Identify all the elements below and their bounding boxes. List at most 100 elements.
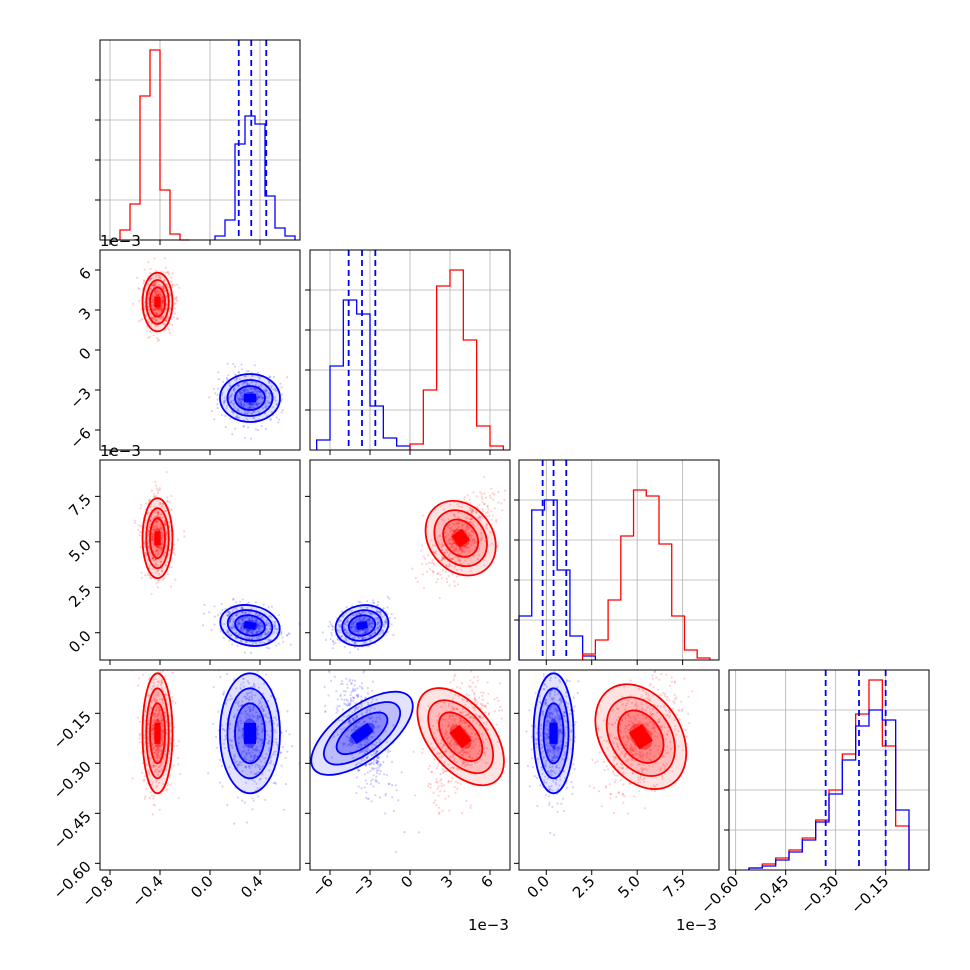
scatter-point (463, 765, 467, 768)
scatter-point (248, 628, 251, 632)
scatter-point (225, 376, 229, 380)
scatter-point (153, 257, 156, 260)
scatter-point (268, 396, 271, 399)
scatter-point (476, 517, 480, 521)
contour-line (442, 518, 480, 558)
scatter-point (466, 510, 470, 513)
scatter-point (228, 382, 231, 385)
scatter-point (154, 715, 157, 718)
scatter-point (147, 321, 150, 324)
scatter-point (160, 309, 163, 312)
scatter-point (236, 621, 239, 624)
scatter-point (266, 405, 269, 408)
scatter-contents (133, 471, 300, 655)
scatter-point (134, 521, 137, 524)
scatter-point (367, 622, 370, 625)
scatter-point (131, 777, 134, 780)
scatter-point (256, 404, 259, 407)
scatter-point (413, 794, 417, 797)
scatter-point (142, 279, 145, 282)
scatter-point (250, 696, 253, 699)
scatter-point (441, 809, 444, 813)
scatter-point (246, 629, 249, 632)
scatter-point (219, 612, 222, 615)
scatter-point (362, 618, 365, 621)
scatter-point (161, 534, 164, 537)
scatter-point (436, 536, 439, 539)
scatter-point (446, 731, 449, 734)
scatter-point (245, 629, 248, 632)
scatter-point (208, 611, 211, 614)
contour-line (145, 507, 170, 570)
scatter-point (437, 794, 440, 797)
scatter-point (240, 607, 243, 610)
scatter-point (157, 581, 160, 584)
scatter-point (444, 570, 447, 574)
scatter-point (162, 285, 165, 289)
scatter-point (264, 402, 267, 405)
scatter-point (255, 773, 258, 776)
density-peak (244, 722, 256, 744)
scatter-point (369, 612, 372, 615)
scatter-point (368, 619, 371, 622)
scatter-point (230, 395, 233, 398)
scatter-point (440, 756, 443, 759)
scatter-point (350, 626, 353, 629)
scatter-point (152, 764, 156, 767)
scatter-point (374, 628, 377, 632)
scatter-point (154, 308, 157, 311)
scatter-point (269, 376, 272, 379)
scatter-point (489, 494, 492, 497)
scatter-point (208, 396, 211, 399)
scatter-point (469, 507, 472, 510)
scatter-point (351, 623, 354, 626)
scatter-point (246, 692, 249, 695)
scatter-point (155, 748, 158, 751)
scatter-point (453, 720, 456, 723)
scatter-point (244, 745, 247, 748)
scatter-point (337, 623, 340, 627)
density-peak (243, 620, 257, 631)
scatter-point (226, 362, 229, 365)
scatter-point (454, 714, 457, 717)
scatter-point (363, 738, 366, 741)
scatter-point (236, 766, 239, 769)
scatter-point (461, 707, 464, 711)
scatter-point (229, 619, 232, 623)
scatter-point (260, 738, 263, 742)
scatter-point (482, 536, 485, 539)
scatter-point (160, 734, 163, 737)
scatter-point (229, 394, 232, 397)
scatter-point (458, 547, 461, 550)
scatter-point (281, 745, 284, 749)
scatter-point (151, 765, 154, 768)
scatter-point (455, 724, 459, 728)
scatter-point (448, 526, 452, 530)
scatter-point (352, 625, 355, 628)
scatter-point (173, 726, 176, 729)
scatter-point (274, 750, 277, 753)
scatter-point (450, 728, 453, 731)
scatter-point (247, 601, 250, 604)
scatter-point (158, 289, 162, 292)
scatter-point (236, 796, 239, 799)
scatter-point (371, 601, 375, 604)
scatter-point (149, 577, 153, 580)
scatter-point (157, 293, 160, 297)
scatter-point (483, 502, 486, 506)
scatter-point (210, 410, 213, 413)
scatter-point (350, 742, 353, 745)
scatter-point (363, 636, 366, 639)
scatter-point (153, 316, 156, 319)
scatter-point (240, 640, 243, 643)
scatter-point (275, 628, 278, 631)
scatter-point (438, 597, 441, 600)
scatter-point (369, 621, 372, 624)
scatter-point (450, 528, 453, 532)
scatter-point (248, 618, 251, 621)
scatter-point (458, 553, 461, 556)
scatter-point (499, 705, 502, 709)
scatter-point (168, 501, 171, 504)
scatter-point (152, 533, 155, 536)
scatter-point (252, 748, 255, 751)
